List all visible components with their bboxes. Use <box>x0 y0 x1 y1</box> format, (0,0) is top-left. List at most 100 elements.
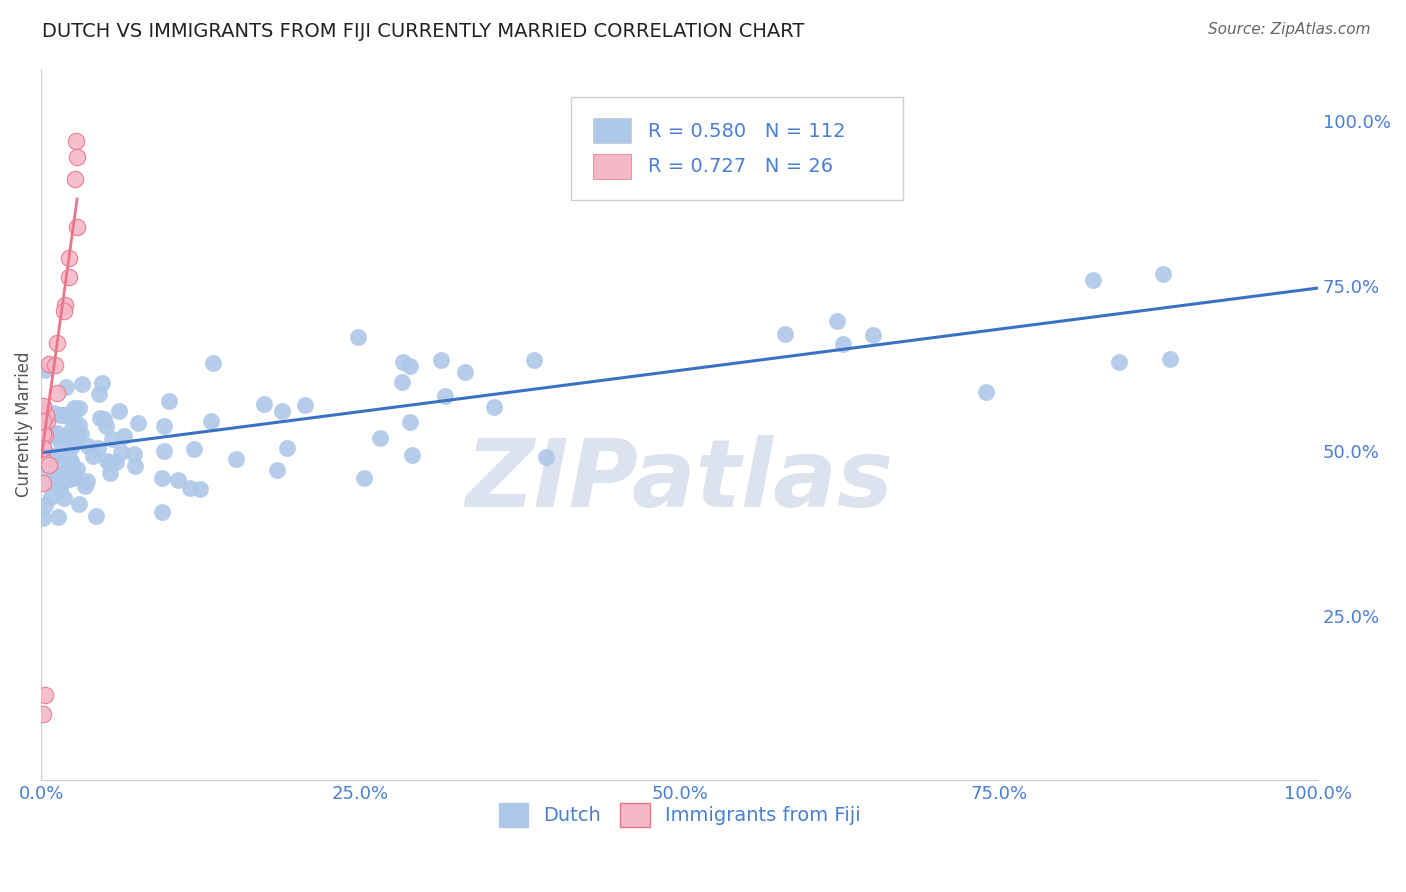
Point <box>188 482 211 496</box>
Point <box>34 498 56 512</box>
Point <box>66 150 89 164</box>
Point <box>73 479 96 493</box>
Point <box>534 450 557 464</box>
Point <box>127 416 149 430</box>
Point <box>179 481 201 495</box>
Point <box>87 441 110 455</box>
Point <box>48 454 70 468</box>
Point <box>107 404 129 418</box>
Point <box>96 419 118 434</box>
Point <box>67 417 90 432</box>
Point <box>53 298 76 312</box>
Point <box>35 409 58 423</box>
Point <box>200 414 222 428</box>
Text: Source: ZipAtlas.com: Source: ZipAtlas.com <box>1208 22 1371 37</box>
Point <box>1108 355 1130 369</box>
Point <box>31 707 53 722</box>
Point <box>58 442 80 456</box>
Point <box>1159 352 1181 367</box>
Point <box>52 409 75 423</box>
Point <box>399 416 422 430</box>
Point <box>153 419 176 434</box>
Point <box>454 365 477 379</box>
Point <box>98 456 121 470</box>
Point <box>65 134 87 148</box>
Point <box>368 431 391 445</box>
Point <box>391 375 413 389</box>
Point <box>35 414 58 428</box>
Y-axis label: Currently Married: Currently Married <box>15 351 32 497</box>
Point <box>96 454 118 468</box>
Point <box>31 452 53 467</box>
Point <box>53 303 76 318</box>
Point <box>266 463 288 477</box>
Point <box>34 363 56 377</box>
Point <box>32 476 55 491</box>
Point <box>42 406 65 420</box>
Point <box>122 447 145 461</box>
Point <box>150 505 173 519</box>
Point <box>89 386 111 401</box>
Point <box>62 471 84 485</box>
Point <box>91 376 114 390</box>
Point <box>110 445 132 459</box>
Point <box>41 490 63 504</box>
Point <box>66 462 89 476</box>
Point <box>46 425 69 440</box>
Bar <box>593 154 631 179</box>
Point <box>70 377 93 392</box>
Point <box>31 441 53 455</box>
Point <box>114 429 136 443</box>
Point <box>63 401 86 416</box>
Point <box>46 510 69 524</box>
FancyBboxPatch shape <box>571 97 903 200</box>
Point <box>523 352 546 367</box>
Point <box>392 355 415 369</box>
Point <box>105 455 128 469</box>
Point <box>66 427 89 442</box>
Point <box>67 401 90 416</box>
Point <box>62 467 84 482</box>
Point <box>62 413 84 427</box>
Point <box>825 314 848 328</box>
Point <box>150 471 173 485</box>
Point <box>153 444 176 458</box>
Point <box>76 474 98 488</box>
Point <box>58 452 80 467</box>
Point <box>32 414 55 428</box>
Point <box>38 424 60 438</box>
Point <box>44 467 66 482</box>
Point <box>44 358 66 372</box>
Point <box>31 399 53 413</box>
Text: R = 0.580   N = 112: R = 0.580 N = 112 <box>648 121 845 141</box>
Point <box>401 448 423 462</box>
Point <box>34 428 56 442</box>
Point <box>253 397 276 411</box>
Point <box>63 171 86 186</box>
Point <box>58 251 80 265</box>
Point <box>167 473 190 487</box>
Point <box>65 219 87 234</box>
Point <box>1081 273 1104 287</box>
Point <box>101 432 124 446</box>
Point <box>51 477 73 491</box>
Point <box>35 452 58 467</box>
Point <box>346 330 368 344</box>
Point <box>832 337 855 351</box>
Point <box>42 426 65 441</box>
Point <box>59 472 82 486</box>
Point <box>38 357 60 371</box>
Legend: Dutch, Immigrants from Fiji: Dutch, Immigrants from Fiji <box>491 796 869 835</box>
Point <box>53 465 76 479</box>
Text: R = 0.727   N = 26: R = 0.727 N = 26 <box>648 157 832 177</box>
Point <box>53 429 76 443</box>
Point <box>157 394 180 409</box>
Point <box>276 441 298 455</box>
Point <box>45 385 67 400</box>
Point <box>31 510 53 524</box>
Point <box>1152 267 1174 281</box>
Text: DUTCH VS IMMIGRANTS FROM FIJI CURRENTLY MARRIED CORRELATION CHART: DUTCH VS IMMIGRANTS FROM FIJI CURRENTLY … <box>42 22 804 41</box>
Point <box>67 497 90 511</box>
Text: ZIPatlas: ZIPatlas <box>465 435 894 527</box>
Point <box>65 428 87 442</box>
